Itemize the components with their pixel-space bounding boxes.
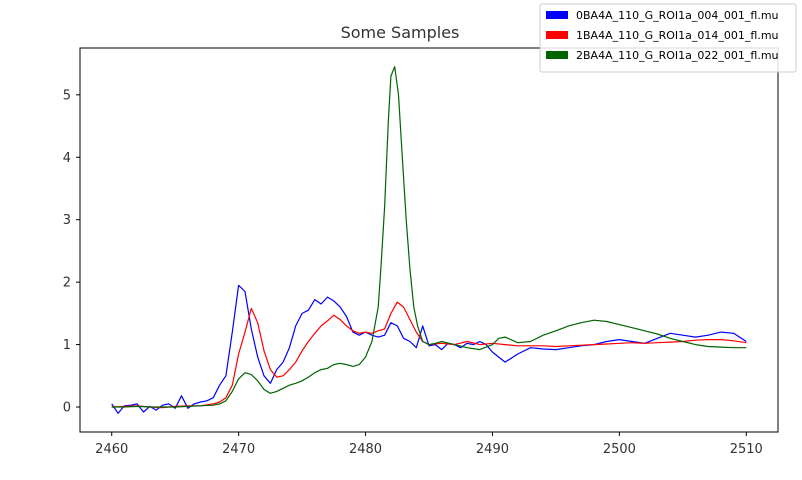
y-tick-label-1: 1 bbox=[63, 338, 71, 353]
x-axis: 2460 2470 2480 2490 2500 2510 bbox=[95, 432, 763, 457]
x-tick-label-3: 2490 bbox=[476, 442, 509, 457]
legend-label-0: 0BA4A_110_G_ROI1a_004_001_fl.mu bbox=[576, 9, 779, 22]
legend-swatch-1 bbox=[546, 31, 568, 39]
y-axis: 0 1 2 3 4 5 bbox=[63, 88, 80, 416]
series-lines bbox=[111, 66, 747, 414]
legend-label-1: 1BA4A_110_G_ROI1a_014_001_fl.mu bbox=[576, 29, 779, 42]
x-tick-label-1: 2470 bbox=[222, 442, 255, 457]
legend-swatch-2 bbox=[546, 51, 568, 59]
x-tick-label-0: 2460 bbox=[95, 442, 128, 457]
y-tick-label-2: 2 bbox=[63, 276, 71, 291]
legend-swatch-0 bbox=[546, 11, 568, 19]
legend-box bbox=[539, 3, 797, 73]
x-tick-label-2: 2480 bbox=[349, 442, 382, 457]
legend: 0BA4A_110_G_ROI1a_004_001_fl.mu 1BA4A_110… bbox=[539, 3, 797, 73]
y-tick-label-4: 4 bbox=[63, 151, 71, 166]
y-tick-label-0: 0 bbox=[63, 401, 71, 416]
x-tick-label-5: 2510 bbox=[730, 442, 763, 457]
chart-title: Some Samples bbox=[341, 23, 460, 42]
plot-frame bbox=[79, 47, 779, 433]
y-tick-label-5: 5 bbox=[63, 88, 71, 103]
x-tick-label-4: 2500 bbox=[603, 442, 636, 457]
series-line-2 bbox=[111, 66, 747, 408]
y-tick-label-3: 3 bbox=[63, 213, 71, 228]
legend-label-2: 2BA4A_110_G_ROI1a_022_001_fl.mu bbox=[576, 49, 779, 62]
series-line-1 bbox=[111, 301, 747, 409]
